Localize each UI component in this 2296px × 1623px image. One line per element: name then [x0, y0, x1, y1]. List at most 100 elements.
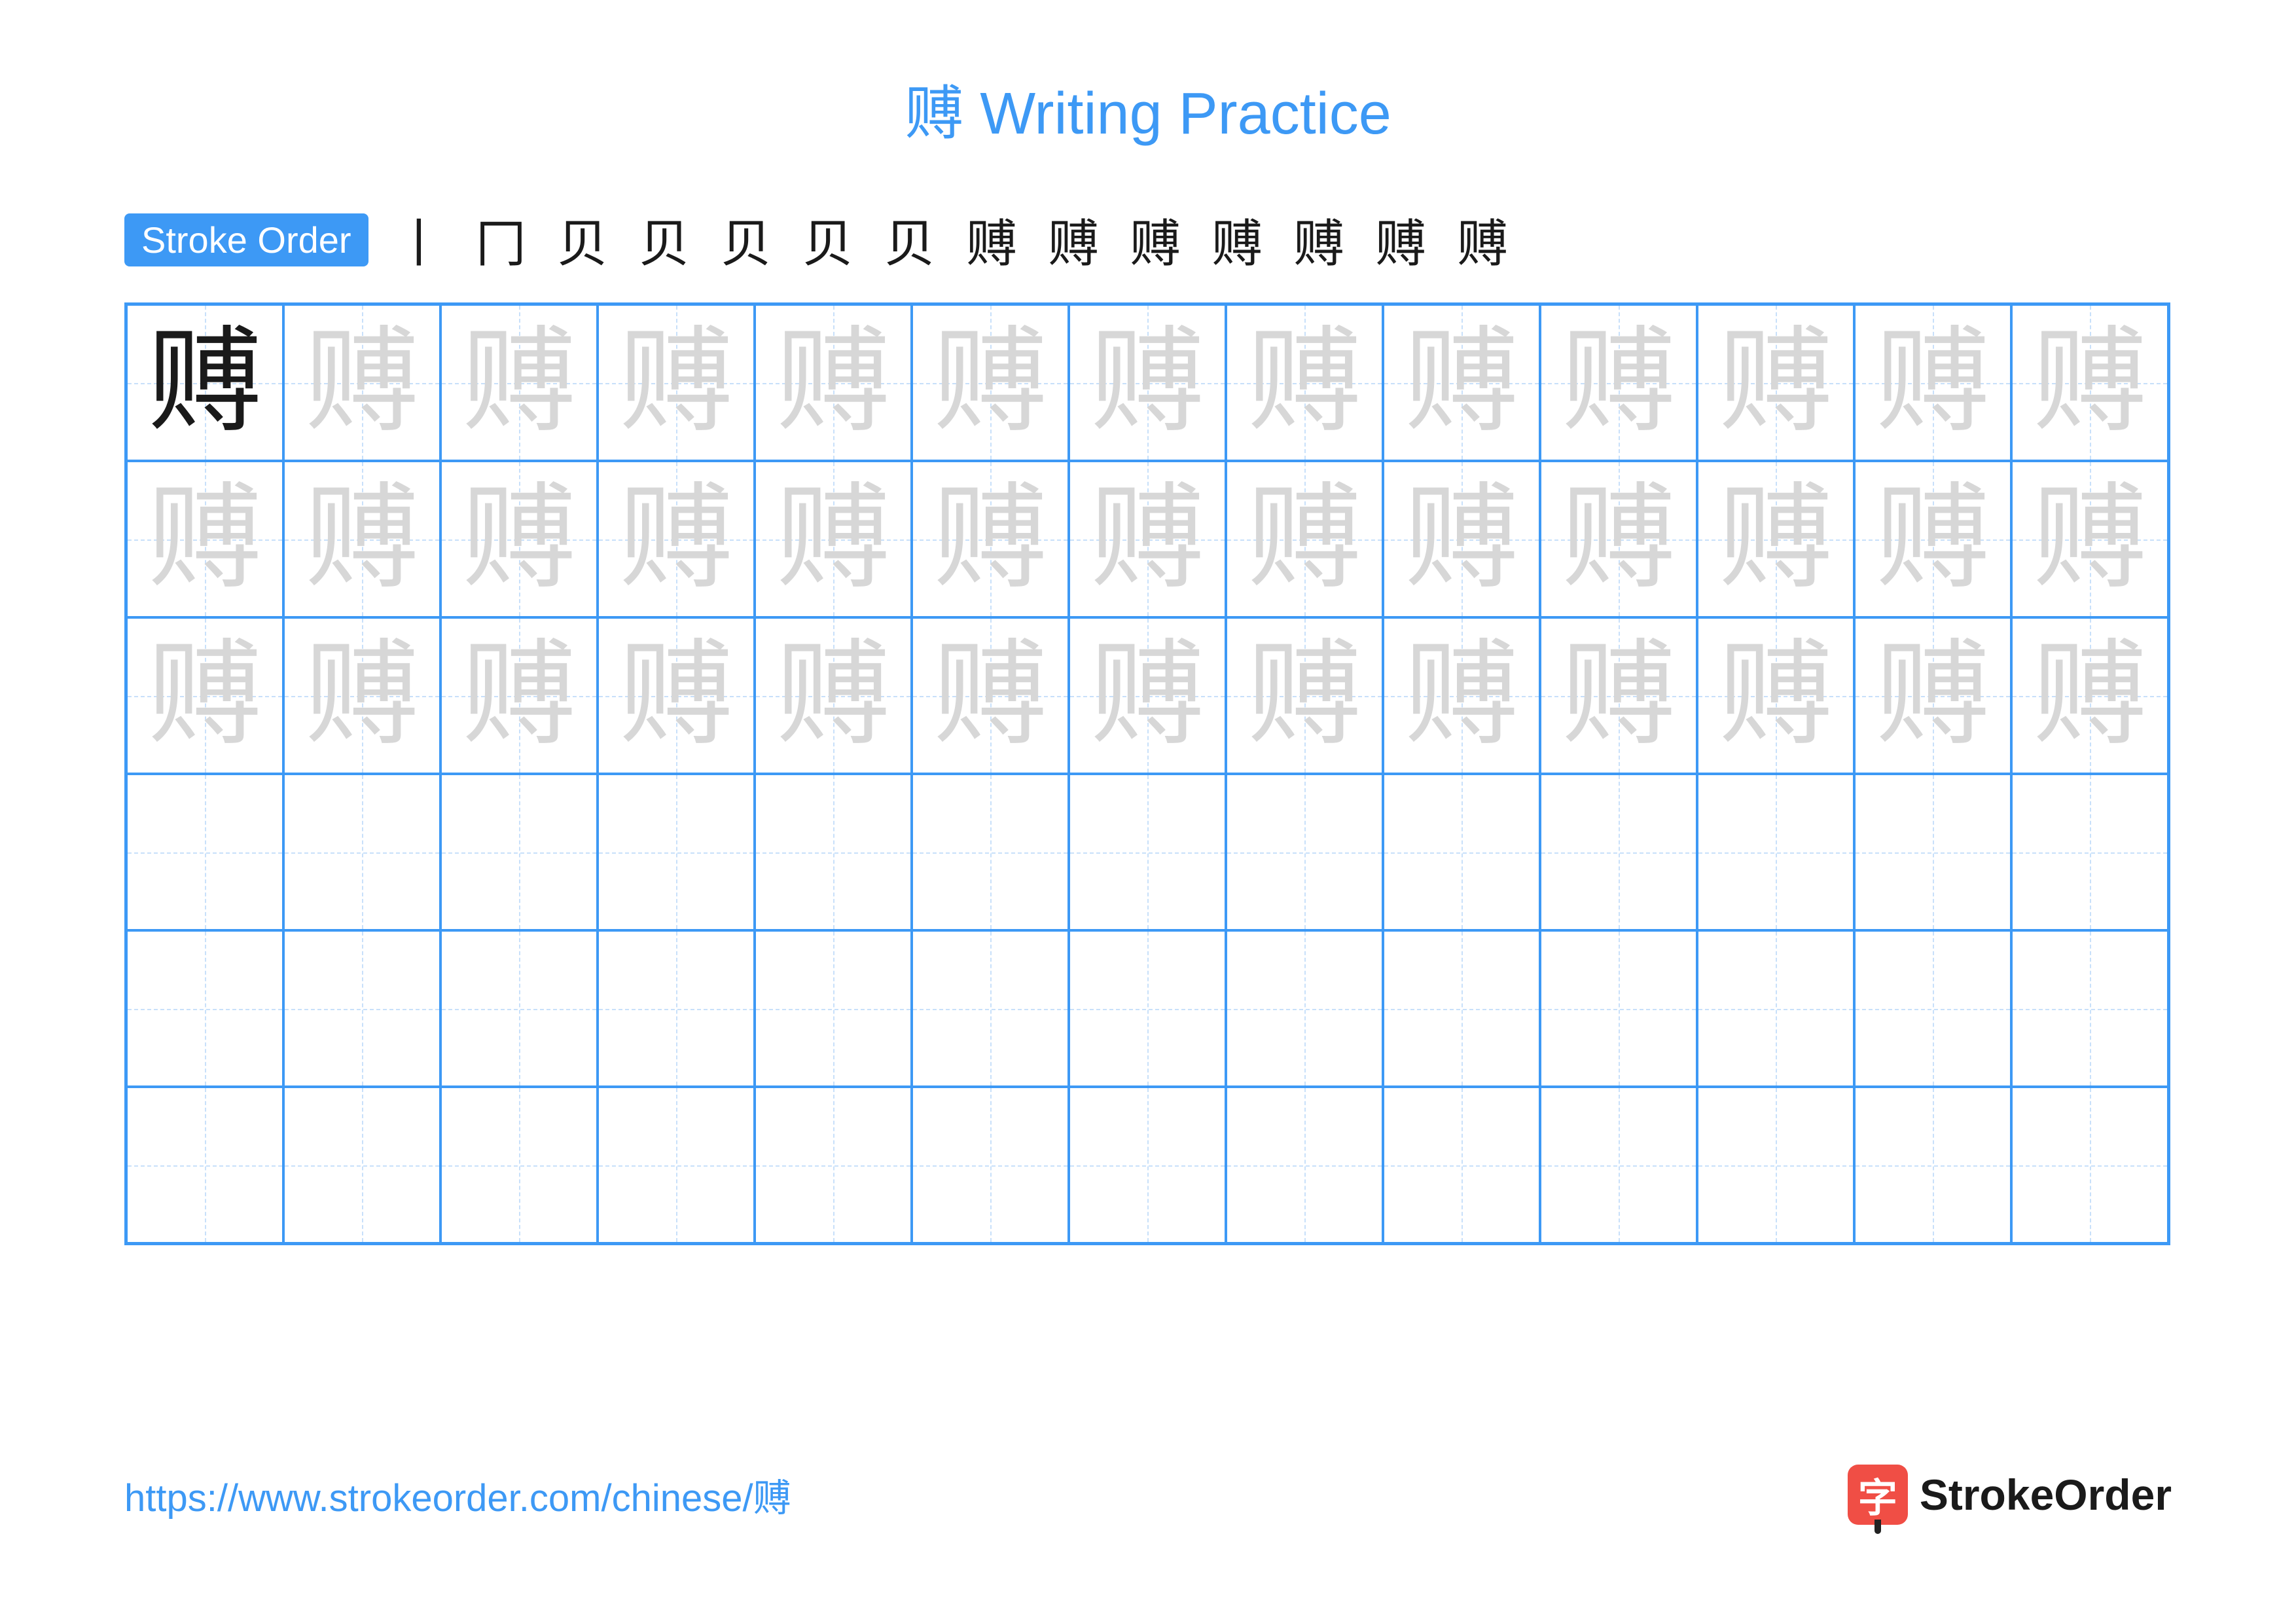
- grid-cell: 赙: [755, 304, 912, 461]
- grid-cell: 赙: [440, 461, 598, 617]
- grid-cell: [912, 1087, 1069, 1243]
- grid-cell: [1697, 930, 1854, 1087]
- grid-cell: [440, 774, 598, 930]
- grid-cell: 赙: [1540, 617, 1697, 774]
- trace-character: 赙: [2033, 482, 2147, 596]
- trace-character: 赙: [305, 325, 420, 440]
- trace-character: 赙: [1247, 325, 1362, 440]
- grid-cell: [1226, 774, 1383, 930]
- grid-cell: 赙: [1854, 617, 2011, 774]
- model-character: 赙: [148, 325, 262, 440]
- grid-cell: 赙: [440, 304, 598, 461]
- grid-cell: [2011, 1087, 2168, 1243]
- stroke-step: 赙: [1124, 203, 1187, 276]
- grid-cell: [598, 930, 755, 1087]
- grid-cell: [1383, 930, 1540, 1087]
- trace-character: 赙: [1247, 482, 1362, 596]
- grid-cell: 赙: [1226, 461, 1383, 617]
- trace-character: 赙: [933, 638, 1048, 753]
- grid-cell: [1854, 774, 2011, 930]
- grid-cell: 赙: [1383, 304, 1540, 461]
- grid-cell: [755, 930, 912, 1087]
- trace-character: 赙: [2033, 638, 2147, 753]
- stroke-step: 贝: [634, 203, 696, 276]
- grid-cell: 赙: [283, 461, 440, 617]
- grid-cell: 赙: [1069, 304, 1226, 461]
- grid-cell: 赙: [1383, 461, 1540, 617]
- trace-character: 赙: [148, 638, 262, 753]
- grid-cell: 赙: [1697, 461, 1854, 617]
- trace-character: 赙: [1405, 482, 1519, 596]
- trace-character: 赙: [1876, 325, 1990, 440]
- grid-cell: [1697, 1087, 1854, 1243]
- grid-cell: [283, 930, 440, 1087]
- grid-cell: 赙: [1697, 617, 1854, 774]
- grid-cell: [1697, 774, 1854, 930]
- grid-cell: [1540, 930, 1697, 1087]
- grid-cell: 赙: [1697, 304, 1854, 461]
- grid-cell: 赙: [755, 461, 912, 617]
- grid-cell: 赙: [2011, 617, 2168, 774]
- grid-cell: [1854, 1087, 2011, 1243]
- stroke-step: 贝: [715, 203, 778, 276]
- grid-cell: 赙: [126, 617, 283, 774]
- grid-cell: 赙: [912, 617, 1069, 774]
- grid-cell: [598, 774, 755, 930]
- trace-character: 赙: [1562, 638, 1676, 753]
- grid-cell: [1540, 774, 1697, 930]
- title-suffix: Writing Practice: [963, 81, 1391, 147]
- grid-cell: 赙: [598, 304, 755, 461]
- grid-cell: 赙: [440, 617, 598, 774]
- trace-character: 赙: [1719, 325, 1833, 440]
- trace-character: 赙: [1090, 482, 1205, 596]
- stroke-order-label: Stroke Order: [124, 213, 368, 266]
- brand: 字 StrokeOrder: [1848, 1465, 2172, 1525]
- trace-character: 赙: [1876, 638, 1990, 753]
- trace-character: 赙: [1719, 482, 1833, 596]
- grid-cell: 赙: [126, 304, 283, 461]
- grid-cell: 赙: [126, 461, 283, 617]
- grid-cell: 赙: [1540, 304, 1697, 461]
- grid-cell: [2011, 930, 2168, 1087]
- stroke-step: 冂: [470, 203, 532, 276]
- grid-cell: 赙: [283, 617, 440, 774]
- trace-character: 赙: [462, 638, 577, 753]
- practice-grid: 赙赙赙赙赙赙赙赙赙赙赙赙赙赙赙赙赙赙赙赙赙赙赙赙赙赙赙赙赙赙赙赙赙赙赙赙赙赙赙: [124, 302, 2170, 1245]
- stroke-step: 贝: [552, 203, 614, 276]
- source-url[interactable]: https://www.strokeorder.com/chinese/赙: [124, 1467, 791, 1522]
- trace-character: 赙: [933, 325, 1048, 440]
- trace-character: 赙: [1876, 482, 1990, 596]
- stroke-step: 贝: [797, 203, 859, 276]
- stroke-step: 赙: [961, 203, 1023, 276]
- stroke-order-row: Stroke Order 丨冂贝贝贝贝贝赙赙赙赙赙赙赙: [124, 203, 2172, 276]
- grid-cell: 赙: [598, 617, 755, 774]
- page-title: 赙 Writing Practice: [124, 65, 2172, 151]
- grid-cell: [1069, 774, 1226, 930]
- brand-text: StrokeOrder: [1920, 1470, 2172, 1520]
- grid-cell: 赙: [1069, 617, 1226, 774]
- grid-cell: [1854, 930, 2011, 1087]
- grid-cell: [283, 774, 440, 930]
- grid-cell: 赙: [1069, 461, 1226, 617]
- stroke-step: 赙: [1206, 203, 1268, 276]
- grid-cell: [126, 1087, 283, 1243]
- trace-character: 赙: [1719, 638, 1833, 753]
- grid-cell: 赙: [912, 461, 1069, 617]
- grid-cell: 赙: [1226, 617, 1383, 774]
- stroke-step: 赙: [1452, 203, 1514, 276]
- trace-character: 赙: [619, 482, 734, 596]
- grid-cell: 赙: [912, 304, 1069, 461]
- stroke-step: 赙: [1288, 203, 1350, 276]
- trace-character: 赙: [1562, 325, 1676, 440]
- trace-character: 赙: [1405, 325, 1519, 440]
- stroke-step: 赙: [1043, 203, 1105, 276]
- trace-character: 赙: [776, 638, 891, 753]
- stroke-order-steps: 丨冂贝贝贝贝贝赙赙赙赙赙赙赙: [388, 203, 1514, 276]
- trace-character: 赙: [2033, 325, 2147, 440]
- grid-cell: [1383, 774, 1540, 930]
- grid-cell: [126, 930, 283, 1087]
- grid-cell: 赙: [598, 461, 755, 617]
- trace-character: 赙: [1090, 638, 1205, 753]
- grid-cell: [440, 930, 598, 1087]
- trace-character: 赙: [305, 638, 420, 753]
